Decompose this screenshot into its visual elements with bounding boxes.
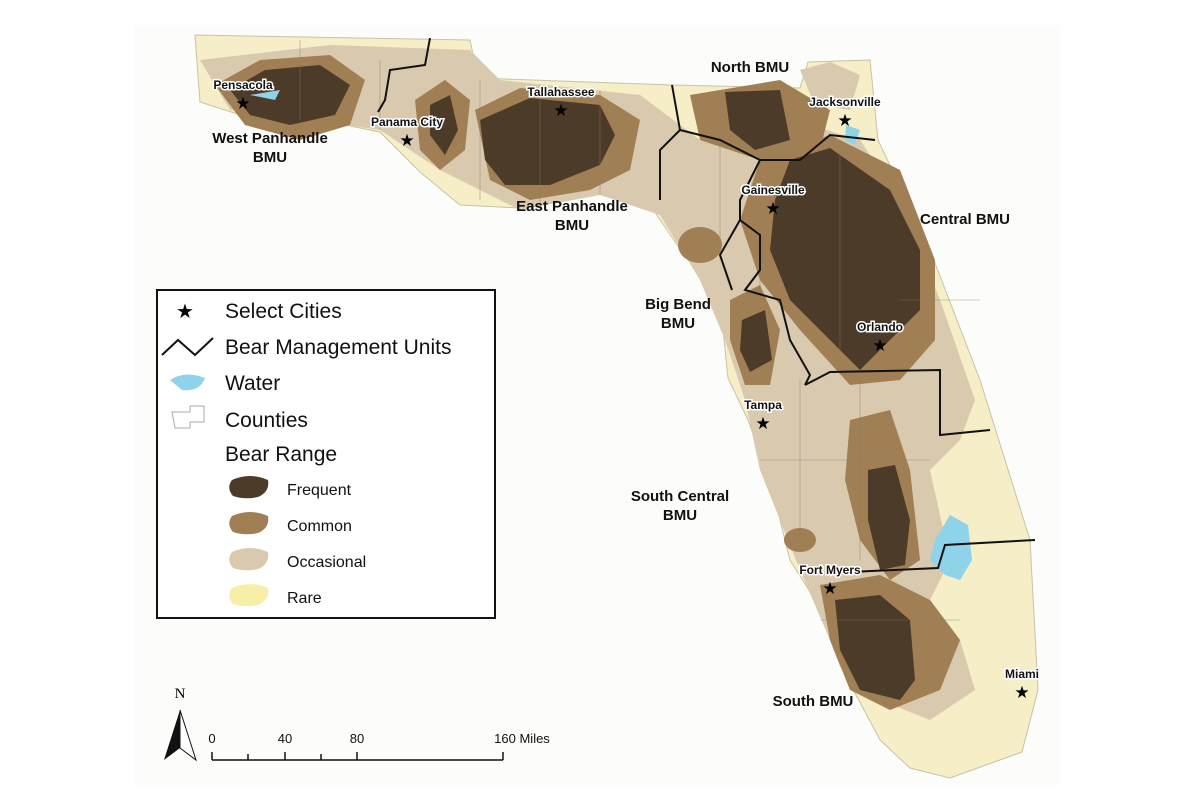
bmu-label: Big Bend <box>645 296 711 313</box>
bmu-label: BMU <box>253 149 287 166</box>
water <box>250 90 972 580</box>
county-lines <box>299 40 980 621</box>
bmu-label: West Panhandle <box>212 130 328 147</box>
legend-range-item: Common <box>287 518 352 535</box>
legend-item: Select Cities <box>225 300 342 323</box>
bmu-boundaries <box>377 37 1036 573</box>
legend-range-item: Rare <box>287 590 322 607</box>
city-star: ★ <box>822 579 837 598</box>
legend-item: Bear Management Units <box>225 336 451 359</box>
city-label: Tallahassee <box>527 85 594 99</box>
city-star: ★ <box>765 199 780 218</box>
north-arrow <box>179 709 197 762</box>
legend-range-item: Occasional <box>287 554 366 571</box>
bmu-label: North BMU <box>711 59 789 76</box>
scale-label: 160 Miles <box>494 731 550 746</box>
legend-item: Counties <box>225 409 308 432</box>
city-label: Gainesville <box>741 183 805 197</box>
scale-label: 80 <box>350 731 364 746</box>
legend-water <box>170 374 205 391</box>
bmu-label: South Central <box>631 488 729 505</box>
city-star: ★ <box>837 111 852 130</box>
bmu-label: South BMU <box>773 693 854 710</box>
city-label: Tampa <box>744 398 782 412</box>
bmu-label: BMU <box>555 217 589 234</box>
city-star: ★ <box>755 414 770 433</box>
legend-box <box>156 289 496 619</box>
scale-label: 0 <box>208 731 215 746</box>
city-label: Fort Myers <box>799 563 861 577</box>
bmu-label: East Panhandle <box>516 198 628 215</box>
legend-bmu-line <box>161 337 214 357</box>
bmu-label: Central BMU <box>920 211 1010 228</box>
city-label: Pensacola <box>213 78 273 92</box>
legend-swatches <box>229 476 269 607</box>
bmu-label: BMU <box>661 315 695 332</box>
bmu-label: BMU <box>663 507 697 524</box>
north-label: N <box>175 686 186 702</box>
city-label: Miami <box>1005 667 1039 681</box>
legend-counties <box>171 405 205 429</box>
legend-star: ★ <box>176 301 194 323</box>
city-star: ★ <box>1014 683 1029 702</box>
scale-bar <box>211 752 504 761</box>
city-label: Panama City <box>371 115 443 129</box>
city-star: ★ <box>235 94 250 113</box>
legend-item: Water <box>225 372 280 395</box>
city-star: ★ <box>872 336 887 355</box>
city-label: Jacksonville <box>809 95 881 109</box>
scale-label: 40 <box>278 731 292 746</box>
frequent-range <box>230 65 920 700</box>
legend-range-item: Frequent <box>287 482 352 499</box>
legend-heading: Bear Range <box>225 443 337 466</box>
city-label: Orlando <box>857 320 903 334</box>
north-arrow <box>164 710 180 760</box>
city-star: ★ <box>553 101 568 120</box>
city-star: ★ <box>399 131 414 150</box>
